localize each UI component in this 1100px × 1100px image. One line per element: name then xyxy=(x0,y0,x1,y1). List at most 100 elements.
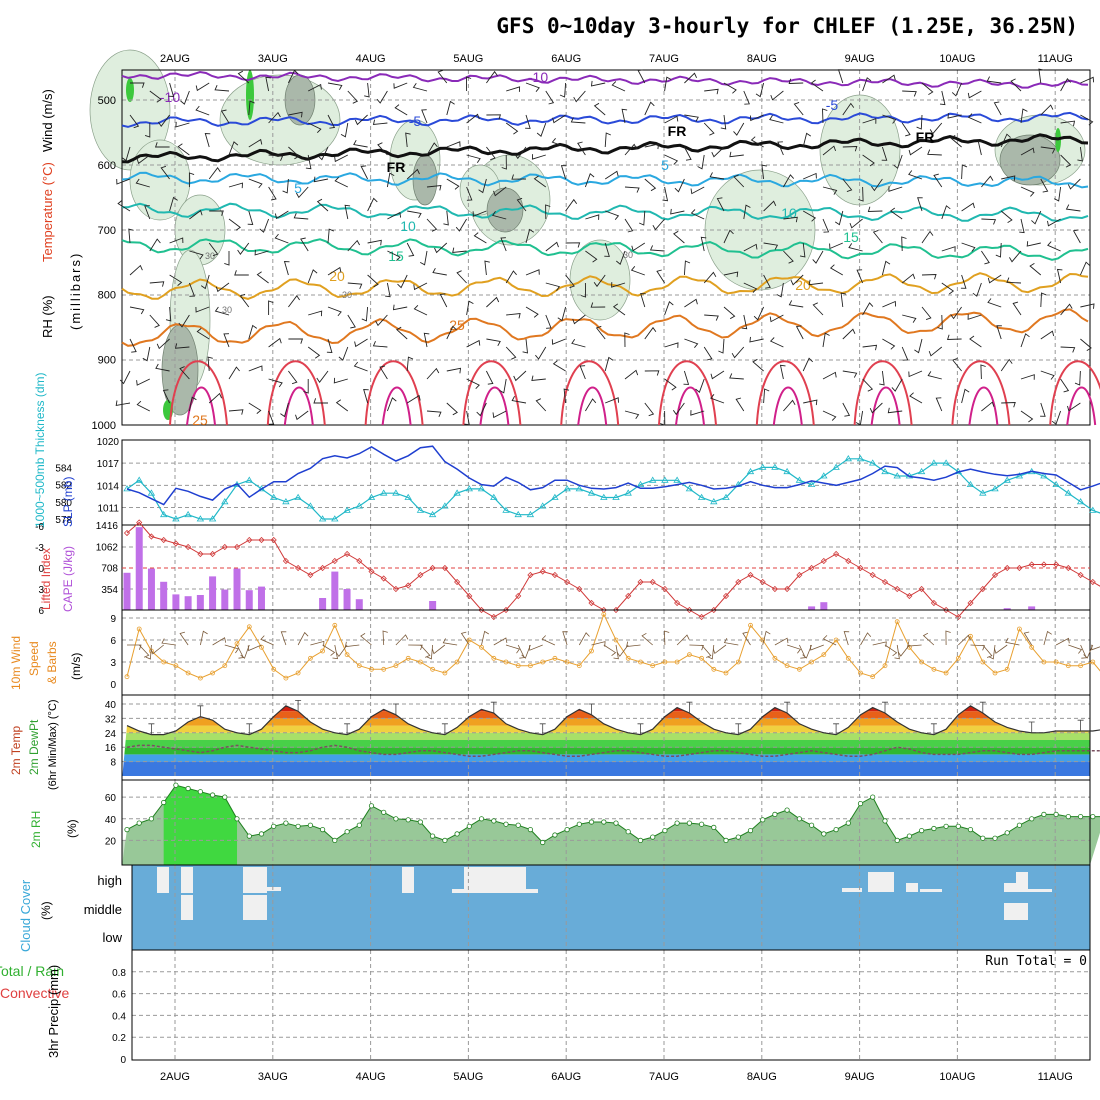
wind-barb xyxy=(419,250,428,266)
contour-label: 30 xyxy=(205,251,215,261)
wind-barb xyxy=(1031,210,1042,225)
lifted-tick: 6 xyxy=(38,606,44,617)
wind-barb xyxy=(921,274,937,280)
wind10m-barb xyxy=(641,632,653,646)
slp-label: SLP (mb) xyxy=(61,477,75,527)
cape-bar xyxy=(1003,608,1011,610)
wind-barb xyxy=(129,306,145,315)
thickness-point xyxy=(269,493,278,500)
cape-bar xyxy=(135,527,143,610)
wind-barb xyxy=(484,260,490,276)
wind10m-barb xyxy=(529,644,543,651)
wind-barb xyxy=(810,79,824,92)
wind-barb xyxy=(426,410,442,417)
rh-point xyxy=(1004,830,1010,836)
wind-barb xyxy=(967,90,982,99)
thickness-point xyxy=(636,480,645,487)
rh-point xyxy=(772,811,778,818)
wind-barb xyxy=(466,378,480,390)
temp-band xyxy=(122,725,1090,733)
wind10m-barb xyxy=(843,631,850,646)
cape-bar xyxy=(184,596,192,610)
rh-point xyxy=(271,823,277,829)
temp-minmax-bar xyxy=(784,701,791,713)
wind-barb xyxy=(887,407,903,414)
wind-barb xyxy=(155,363,170,372)
wind-barb xyxy=(790,274,804,286)
wind-barb xyxy=(947,113,962,119)
rh-point xyxy=(698,821,705,827)
rh-point xyxy=(650,834,656,840)
wind-barb xyxy=(367,239,382,246)
rh-point xyxy=(210,792,216,798)
wind-barb xyxy=(1040,146,1056,154)
cape-bar xyxy=(221,589,229,610)
rh-point xyxy=(173,782,179,788)
wind-barb xyxy=(716,197,725,212)
wind-barb xyxy=(921,82,934,95)
wind10m-barb xyxy=(247,644,262,652)
isotherm-line xyxy=(121,70,1089,89)
wind-barb xyxy=(486,114,502,120)
cloud-tick: high xyxy=(97,873,122,888)
cape-bar xyxy=(196,594,204,610)
wind10m-point xyxy=(833,637,839,643)
lifted-index-point xyxy=(735,578,742,586)
wind10m-barb xyxy=(822,635,837,646)
date-tick-top: 6AUG xyxy=(551,53,581,65)
wind10m-point xyxy=(540,659,546,665)
lifted-index-point xyxy=(661,585,668,593)
wind-barb xyxy=(525,82,540,92)
wind-barb xyxy=(670,208,685,215)
cloud-block xyxy=(868,872,894,892)
rh-point xyxy=(637,837,644,844)
wind-barb xyxy=(466,154,481,164)
wind-barb xyxy=(282,178,289,194)
date-tick-top: 8AUG xyxy=(747,53,777,65)
thickness-tick: 584 xyxy=(55,463,72,474)
thickness-point xyxy=(697,493,706,500)
wind-barb xyxy=(220,109,230,124)
wind10m-point xyxy=(197,675,203,681)
wind-barb xyxy=(376,90,388,104)
rh-point xyxy=(185,785,191,792)
thickness-point xyxy=(893,472,901,479)
wind-barb xyxy=(803,399,818,406)
precip-tick: 0 xyxy=(120,1055,126,1066)
wind10m-point xyxy=(161,659,167,665)
wind-barb xyxy=(604,132,611,148)
wind10m-point xyxy=(760,637,766,643)
isotherm-hot-30 xyxy=(169,360,228,426)
lifted-index-point xyxy=(405,582,412,589)
cloud-label: Cloud Cover xyxy=(18,879,33,952)
upper-temp-label: Temperature (°C) xyxy=(40,162,55,262)
wind-barb xyxy=(593,274,606,288)
cape-tick: 354 xyxy=(101,585,118,596)
wind-barb xyxy=(779,364,786,380)
wind-barb xyxy=(1001,402,1016,408)
wind10m-point xyxy=(124,674,130,680)
wind10m-point xyxy=(687,652,692,658)
wind-barb xyxy=(439,293,448,308)
wind-barb xyxy=(604,242,610,257)
lifted-index-point xyxy=(625,592,632,600)
wind-barb xyxy=(644,402,655,417)
wind-barb xyxy=(1060,78,1072,92)
wind-barb xyxy=(585,398,597,412)
temp-tick: 40 xyxy=(105,700,117,711)
lifted-index-point xyxy=(1004,564,1011,572)
thickness-point xyxy=(722,493,730,500)
wind-barb xyxy=(763,200,777,212)
contour-label: -5 xyxy=(409,113,422,129)
wind10m-point xyxy=(748,622,753,628)
wind-barb xyxy=(987,298,1002,308)
wind-barb xyxy=(1010,78,1022,92)
wind-barb xyxy=(893,154,903,169)
wind-barb xyxy=(928,346,943,357)
cape-bar xyxy=(233,568,241,610)
wind-barb xyxy=(695,378,705,393)
thickness-point xyxy=(856,455,865,462)
rh-tick: 60 xyxy=(105,793,117,804)
wind-barb xyxy=(901,346,909,361)
wind-barb xyxy=(149,314,160,328)
